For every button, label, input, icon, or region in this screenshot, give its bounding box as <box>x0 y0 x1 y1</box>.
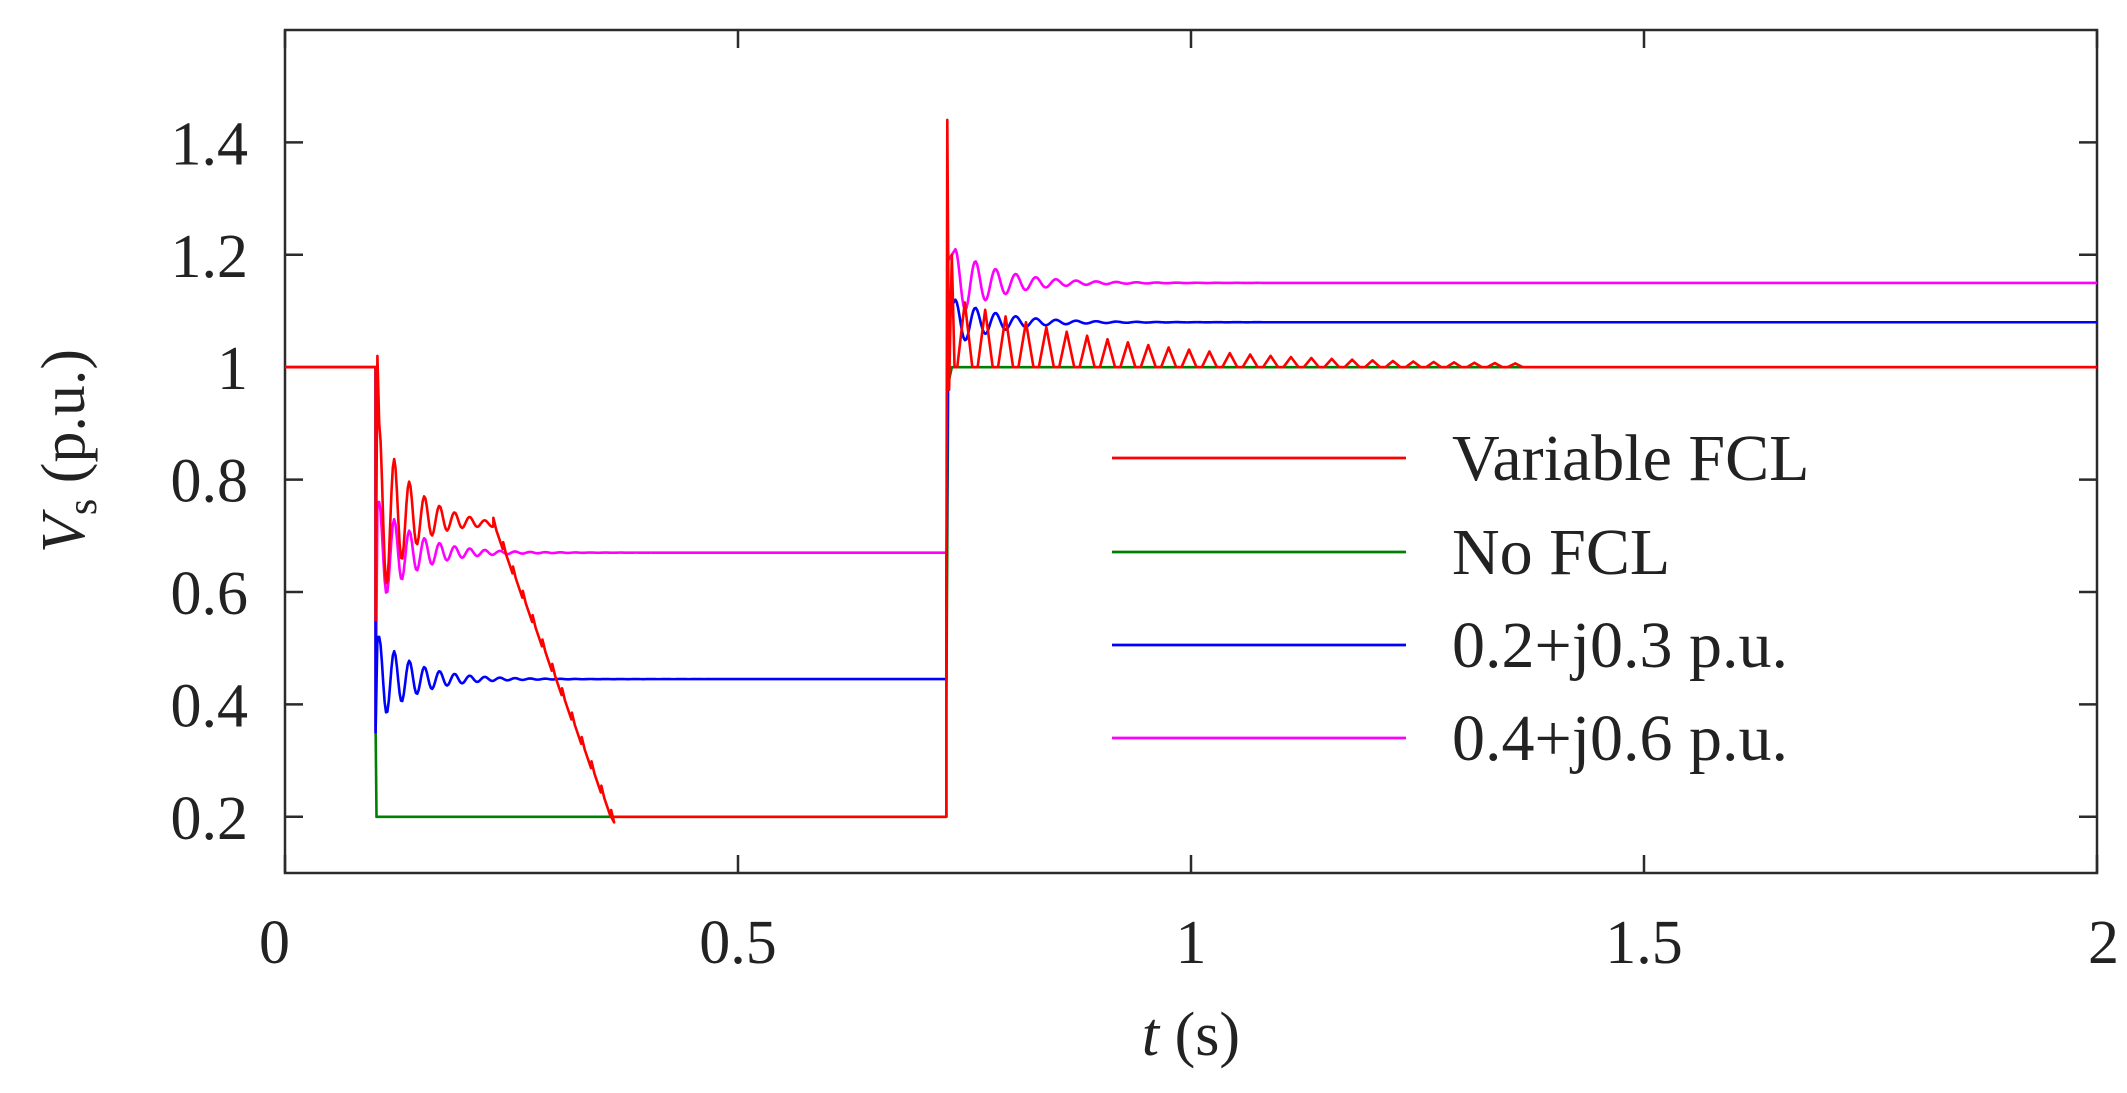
legend-label: Variable FCL <box>1452 422 1809 495</box>
series-line-3 <box>285 247 2097 734</box>
y-tick-label: 1.2 <box>171 223 249 291</box>
x-tick-label: 0 <box>259 909 290 977</box>
x-tick-label: 0.5 <box>699 909 777 977</box>
series-layer <box>285 118 2097 824</box>
y-tick-label: 0.8 <box>171 448 249 516</box>
y-tick-label: 0.2 <box>171 785 249 853</box>
tick-marks <box>283 30 2099 873</box>
y-tick-labels: 0.2 0.4 0.6 0.8 1 1.2 1.4 <box>171 110 249 852</box>
y-tick-label: 1 <box>217 335 248 403</box>
y-axis-title: Vs (p.u.) <box>30 349 106 553</box>
y-tick-label: 0.4 <box>171 672 249 740</box>
x-tick-label: 1.5 <box>1605 909 1683 977</box>
x-tick-label: 2 <box>2088 909 2119 977</box>
y-tick-label: 1.4 <box>171 110 249 178</box>
legend-label: 0.2+j0.3 p.u. <box>1452 609 1788 682</box>
series-line-0 <box>285 118 2097 824</box>
x-axis-title: t (s) <box>1142 1001 1240 1069</box>
series-line-1 <box>285 365 2097 819</box>
y-tick-label: 0.6 <box>171 560 249 628</box>
legend-label: 0.4+j0.6 p.u. <box>1452 702 1788 775</box>
legend-label: No FCL <box>1452 516 1670 589</box>
plot-frame <box>283 28 2099 875</box>
series-line-2 <box>285 298 2097 734</box>
x-tick-label: 1 <box>1176 909 1207 977</box>
legend: Variable FCL No FCL 0.2+j0.3 p.u. 0.4+j0.6 … <box>1112 422 1809 775</box>
x-tick-labels: 0 0.5 1 1.5 2 <box>259 909 2119 977</box>
